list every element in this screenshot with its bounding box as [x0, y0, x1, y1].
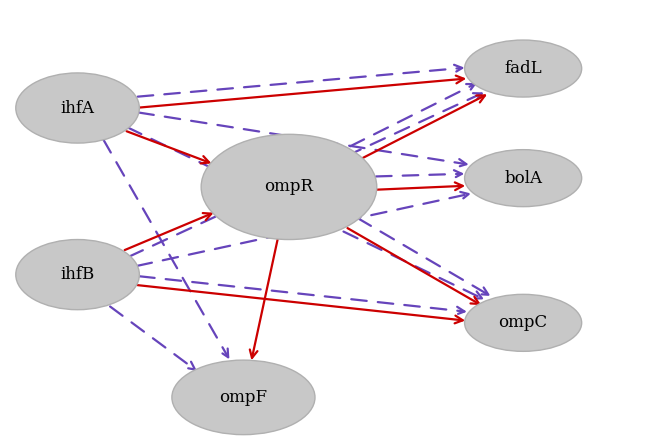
Ellipse shape [464, 294, 582, 351]
Ellipse shape [16, 239, 139, 309]
Ellipse shape [172, 360, 315, 435]
Text: ompC: ompC [499, 314, 548, 331]
Text: ompF: ompF [219, 389, 268, 406]
Ellipse shape [464, 150, 582, 206]
Ellipse shape [201, 135, 377, 239]
Text: ihfB: ihfB [60, 266, 94, 283]
Ellipse shape [16, 73, 139, 143]
Text: ompR: ompR [264, 178, 314, 195]
Text: fadL: fadL [504, 60, 542, 77]
Text: bolA: bolA [504, 170, 542, 186]
Text: ihfA: ihfA [60, 99, 94, 116]
Ellipse shape [464, 40, 582, 97]
